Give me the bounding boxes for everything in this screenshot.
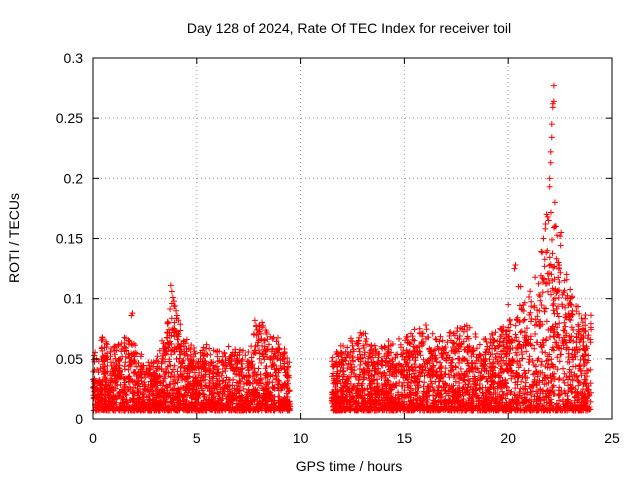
highlight-point <box>569 307 576 314</box>
data-points <box>90 209 595 414</box>
highlight-point <box>542 221 549 228</box>
highlight-point <box>546 175 553 182</box>
highlight-point <box>252 323 259 330</box>
highlight-point <box>505 301 512 308</box>
highlight-point <box>172 302 179 309</box>
highlight-point <box>548 134 555 141</box>
highlight-points <box>99 82 576 341</box>
highlight-point <box>548 121 555 128</box>
y-axis-label: ROTI / TECUs <box>6 193 22 283</box>
y-tick-label: 0.25 <box>56 110 83 126</box>
chart-title: Day 128 of 2024, Rate Of TEC Index for r… <box>187 20 511 36</box>
highlight-point <box>550 98 557 105</box>
highlight-point <box>512 261 519 268</box>
highlight-point <box>169 294 176 301</box>
x-axis-label: GPS time / hours <box>296 458 403 474</box>
highlight-point <box>540 235 547 242</box>
x-tick-label: 20 <box>500 430 516 446</box>
highlight-point <box>167 282 174 289</box>
y-tick-label: 0.15 <box>56 231 83 247</box>
highlight-point <box>251 317 258 324</box>
x-tick-label: 15 <box>397 430 413 446</box>
highlight-point <box>567 295 574 302</box>
highlight-point <box>173 307 180 314</box>
highlight-point <box>551 199 558 206</box>
y-tick-label: 0.3 <box>64 50 84 66</box>
x-tick-label: 25 <box>604 430 620 446</box>
y-tick-label: 0.1 <box>64 291 84 307</box>
axis-ticks: 0 5 10 15 20 25 0 0.05 0.1 0.15 0.2 0.25 0.3 <box>56 50 620 446</box>
highlight-point <box>552 223 559 230</box>
highlight-point <box>174 312 181 319</box>
y-tick-label: 0.05 <box>56 351 83 367</box>
highlight-point <box>544 213 551 220</box>
x-tick-label: 10 <box>293 430 309 446</box>
y-tick-label: 0.2 <box>64 170 84 186</box>
roti-series <box>90 209 595 414</box>
highlight-point <box>511 265 518 272</box>
highlight-point <box>546 183 553 190</box>
highlight-point <box>558 229 565 236</box>
highlight-point <box>550 82 557 89</box>
highlight-point <box>168 288 175 295</box>
highlight-point <box>545 217 552 224</box>
x-tick-label: 0 <box>89 430 97 446</box>
x-tick-label: 5 <box>193 430 201 446</box>
highlight-point <box>555 259 562 266</box>
y-tick-label: 0 <box>75 411 83 427</box>
highlight-point <box>547 148 554 155</box>
highlight-point <box>547 159 554 166</box>
highlight-point <box>170 298 177 305</box>
highlight-point <box>129 310 136 317</box>
highlight-point <box>254 326 261 333</box>
highlight-point <box>517 283 524 290</box>
highlight-point <box>99 334 106 341</box>
highlight-point <box>557 233 564 240</box>
